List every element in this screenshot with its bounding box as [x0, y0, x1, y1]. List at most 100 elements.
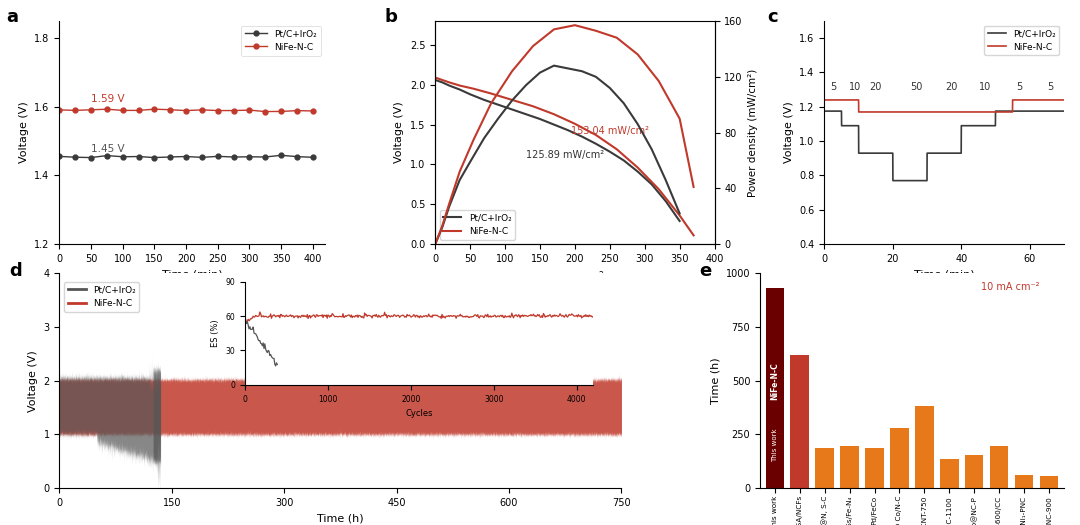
NiFe-N-C [880, 109, 893, 115]
NiFe-N-C [69, 107, 82, 113]
Y-axis label: Time (h): Time (h) [711, 358, 720, 404]
NiFe-N-C [852, 109, 865, 115]
Legend: Pt/C+IrO₂, NiFe-N-C: Pt/C+IrO₂, NiFe-N-C [984, 26, 1059, 55]
Pt/C+IrO₂ [831, 108, 843, 114]
Bar [915, 406, 934, 488]
NiFe-N-C [132, 107, 145, 113]
Pt/C+IrO₂ [164, 154, 177, 160]
Pt/C+IrO₂ [132, 153, 145, 160]
NiFe-N-C [934, 109, 947, 115]
Pt/C+IrO₂ [243, 154, 256, 160]
Bar [964, 455, 984, 488]
Pt/C+IrO₂ [1057, 108, 1070, 114]
NiFe-N-C [179, 108, 192, 114]
Text: 20: 20 [945, 82, 957, 92]
Y-axis label: Voltage (V): Voltage (V) [28, 350, 38, 412]
Y-axis label: Voltage (V): Voltage (V) [18, 102, 29, 163]
Bar [766, 288, 784, 488]
Pt/C+IrO₂ [179, 153, 192, 160]
Text: 5: 5 [829, 82, 836, 92]
Y-axis label: Power density (mW/cm²): Power density (mW/cm²) [748, 68, 758, 197]
Pt/C+IrO₂ [908, 177, 921, 184]
Legend: Pt/C+IrO₂, NiFe-N-C: Pt/C+IrO₂, NiFe-N-C [64, 282, 139, 311]
Pt/C+IrO₂ [69, 154, 82, 160]
Pt/C+IrO₂ [100, 152, 113, 159]
Legend: Pt/C+IrO₂, NiFe-N-C: Pt/C+IrO₂, NiFe-N-C [241, 26, 321, 56]
Bar [1040, 476, 1058, 488]
Bar [865, 448, 883, 488]
X-axis label: Time (h): Time (h) [318, 513, 364, 523]
NiFe-N-C [243, 107, 256, 113]
Pt/C+IrO₂ [259, 154, 272, 160]
Bar [1014, 475, 1034, 488]
NiFe-N-C [164, 107, 177, 113]
Bar [815, 448, 834, 488]
Pt/C+IrO₂ [227, 154, 240, 160]
X-axis label: Time (min): Time (min) [914, 269, 974, 279]
Pt/C+IrO₂ [117, 154, 130, 160]
NiFe-N-C [818, 97, 831, 103]
Text: 5: 5 [1047, 82, 1053, 92]
Pt/C+IrO₂ [880, 150, 893, 156]
Text: e: e [699, 262, 712, 280]
Line: Pt/C+IrO₂: Pt/C+IrO₂ [824, 111, 1064, 181]
Bar [791, 355, 809, 488]
Pt/C+IrO₂ [84, 154, 97, 161]
Text: NiFe-N-C: NiFe-N-C [770, 362, 780, 400]
NiFe-N-C [117, 107, 130, 113]
Pt/C+IrO₂ [913, 177, 926, 184]
NiFe-N-C [291, 108, 303, 114]
NiFe-N-C [913, 109, 926, 115]
Pt/C+IrO₂ [195, 154, 208, 161]
Pt/C+IrO₂ [53, 153, 66, 160]
Text: 5: 5 [1016, 82, 1023, 92]
Pt/C+IrO₂ [934, 150, 947, 156]
Text: 125.89 mW/cm²: 125.89 mW/cm² [526, 150, 604, 160]
NiFe-N-C [195, 107, 208, 113]
NiFe-N-C [274, 108, 287, 114]
Text: 1.59 V: 1.59 V [91, 93, 124, 103]
Y-axis label: Voltage (V): Voltage (V) [394, 102, 405, 163]
Text: a: a [6, 7, 18, 26]
Text: This work: This work [772, 428, 778, 462]
Pt/C+IrO₂ [212, 153, 225, 160]
NiFe-N-C [148, 106, 161, 112]
Text: 153.04 mW/cm²: 153.04 mW/cm² [571, 126, 649, 136]
Text: 50: 50 [910, 82, 923, 92]
Text: 10: 10 [978, 82, 991, 92]
Text: 1.45 V: 1.45 V [91, 144, 124, 154]
Text: b: b [384, 7, 397, 26]
Bar [890, 428, 908, 488]
X-axis label: $J$ (mA cm$^{-2}$): $J$ (mA cm$^{-2}$) [540, 269, 609, 288]
NiFe-N-C [831, 97, 843, 103]
NiFe-N-C [1057, 97, 1070, 103]
Pt/C+IrO₂ [818, 108, 831, 114]
Line: Pt/C+IrO₂: Pt/C+IrO₂ [57, 153, 315, 160]
Pt/C+IrO₂ [148, 154, 161, 161]
Bar [840, 446, 859, 488]
Pt/C+IrO₂ [887, 177, 900, 184]
NiFe-N-C [259, 109, 272, 115]
Pt/C+IrO₂ [291, 153, 303, 160]
Legend: Pt/C+IrO₂, NiFe-N-C: Pt/C+IrO₂, NiFe-N-C [440, 210, 515, 239]
Text: c: c [767, 7, 778, 26]
NiFe-N-C [908, 109, 921, 115]
Text: 10 mA cm⁻²: 10 mA cm⁻² [981, 281, 1039, 291]
Y-axis label: Voltage (V): Voltage (V) [784, 102, 794, 163]
NiFe-N-C [53, 107, 66, 113]
NiFe-N-C [212, 108, 225, 114]
Text: d: d [9, 262, 22, 280]
Line: NiFe-N-C: NiFe-N-C [57, 107, 315, 114]
Bar [940, 459, 959, 488]
NiFe-N-C [980, 109, 993, 115]
Pt/C+IrO₂ [307, 154, 320, 161]
X-axis label: Time (min): Time (min) [162, 269, 222, 279]
Bar [989, 446, 1009, 488]
Line: NiFe-N-C: NiFe-N-C [824, 100, 1064, 112]
Pt/C+IrO₂ [980, 122, 993, 129]
Text: 10: 10 [849, 82, 862, 92]
Pt/C+IrO₂ [274, 152, 287, 159]
NiFe-N-C [100, 106, 113, 112]
Text: 20: 20 [869, 82, 882, 92]
NiFe-N-C [307, 108, 320, 114]
